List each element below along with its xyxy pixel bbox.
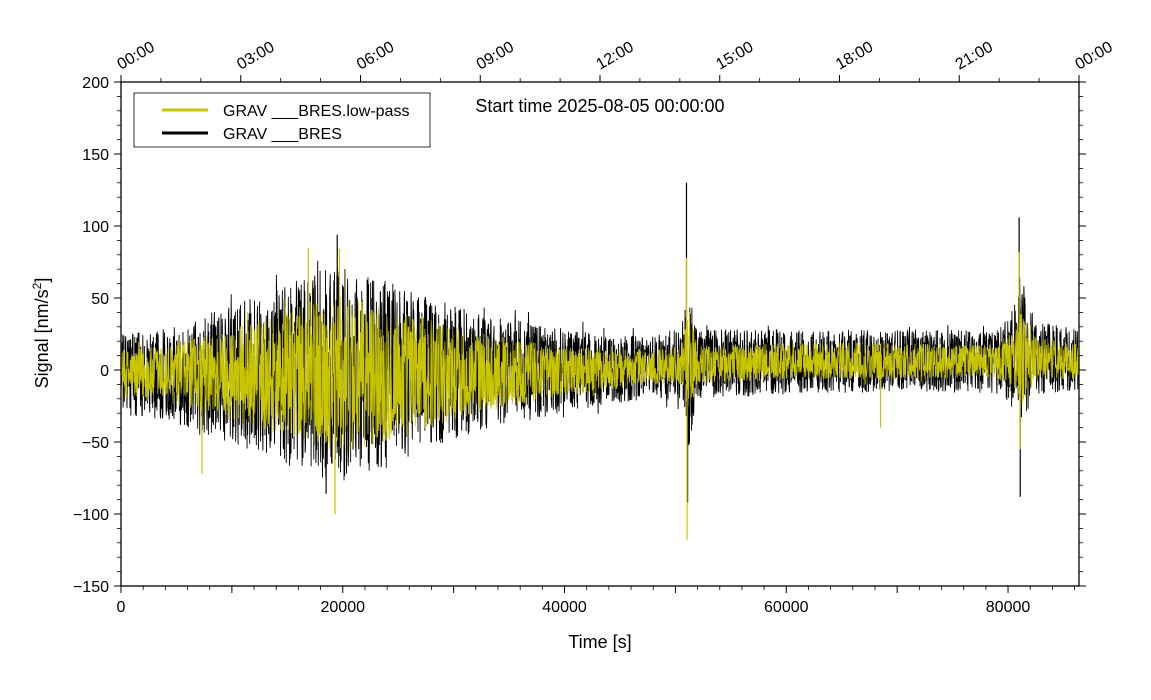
x-axis-title: Time [s] [568, 632, 631, 652]
series-layer [120, 182, 1080, 540]
series-line-low-pass [120, 296, 1080, 451]
legend-label-low-pass: GRAV ___BRES.low-pass [223, 103, 409, 120]
top-tick-label-0: 00:00 [115, 39, 158, 74]
y-tick-label-1: −100 [73, 507, 109, 524]
y-axis-title: Signal [nm/s2] [30, 278, 52, 389]
legend-label-raw: GRAV ___BRES [223, 126, 342, 143]
legend-box [133, 92, 431, 148]
y-tick-label-6: 150 [82, 147, 109, 164]
y-axis-title-sup: 2 [30, 282, 44, 289]
top-tick-label-6: 18:00 [833, 39, 876, 74]
y-tick-label-7: 200 [82, 75, 109, 92]
y-tick-label-0: −150 [73, 579, 109, 596]
top-tick-label-2: 06:00 [354, 39, 397, 74]
top-tick-label-7: 21:00 [953, 39, 996, 74]
top-tick-label-1: 03:00 [234, 39, 277, 74]
x-tick-label-3: 60000 [764, 599, 809, 616]
top-tick-label-4: 12:00 [594, 39, 637, 74]
y-axis-title-main: Signal [nm/s [32, 289, 52, 388]
axes-layer [120, 81, 1080, 587]
y-tick-label-5: 100 [82, 219, 109, 236]
x-tick-label-1: 20000 [321, 599, 366, 616]
x-tick-label-2: 40000 [542, 599, 587, 616]
x-tick-label-0: 0 [117, 599, 126, 616]
start-time-annotation: Start time 2025-08-05 00:00:00 [475, 96, 724, 116]
x-tick-label-4: 80000 [986, 599, 1031, 616]
y-axis-title-tail: ] [32, 278, 52, 283]
plot-frame [120, 81, 1080, 587]
y-tick-label-3: 0 [100, 363, 109, 380]
y-tick-label-4: 50 [91, 291, 109, 308]
top-tick-label-5: 15:00 [713, 39, 756, 74]
top-tick-label-3: 09:00 [474, 39, 517, 74]
y-tick-label-2: −50 [82, 435, 109, 452]
legend: GRAV ___BRES.low-pass GRAV ___BRES [133, 92, 431, 148]
top-tick-label-8: 00:00 [1073, 39, 1116, 74]
